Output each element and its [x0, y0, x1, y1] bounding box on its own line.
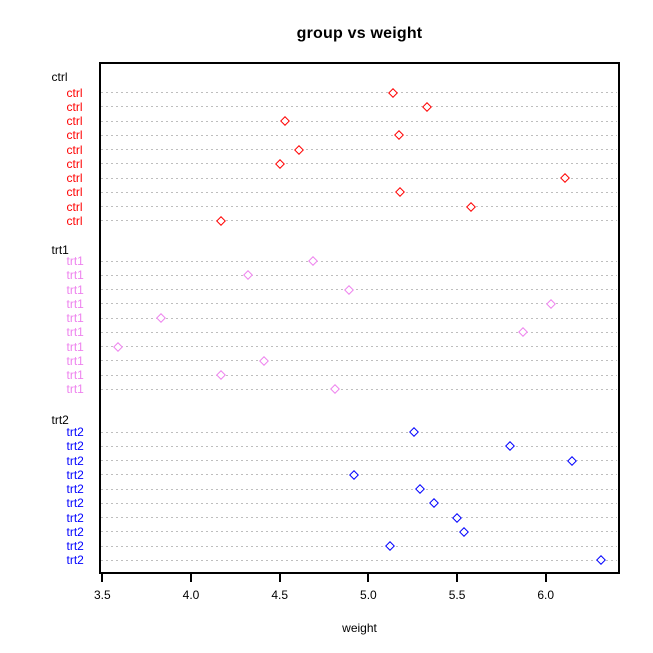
row-gridline — [101, 106, 617, 108]
row-label-trt2: trt2 — [66, 482, 84, 496]
row-gridline — [101, 531, 617, 533]
x-axis-tick — [367, 574, 370, 582]
row-gridline — [101, 431, 617, 433]
x-axis-title: weight — [342, 621, 377, 635]
row-label-ctrl: ctrl — [66, 85, 83, 100]
row-label-ctrl: ctrl — [66, 171, 83, 186]
row-gridline — [101, 303, 617, 305]
row-label-trt2: trt2 — [66, 510, 84, 525]
row-gridline — [101, 460, 617, 461]
row-label-trt2: trt2 — [66, 467, 84, 482]
row-label-trt1: trt1 — [66, 368, 84, 382]
x-axis-tick — [544, 574, 547, 582]
row-gridline — [101, 502, 617, 504]
row-gridline — [101, 120, 617, 122]
x-axis-tick — [190, 574, 192, 582]
x-axis-tick-label: 5.5 — [448, 588, 466, 602]
x-axis-tick-label: 4.5 — [271, 588, 289, 602]
row-label-trt2: trt2 — [66, 453, 84, 468]
row-label-trt1: trt1 — [66, 325, 84, 340]
row-gridline — [101, 517, 617, 518]
row-gridline — [101, 149, 617, 151]
group-label-ctrl: ctrl — [51, 70, 68, 84]
row-label-trt2: trt2 — [66, 439, 84, 454]
x-axis-tick-label: 6.0 — [537, 588, 555, 602]
row-gridline — [101, 134, 617, 136]
row-label-ctrl: ctrl — [66, 99, 83, 114]
row-gridline — [101, 559, 617, 561]
row-gridline — [101, 206, 617, 208]
row-gridline — [101, 331, 617, 333]
row-label-ctrl: ctrl — [66, 156, 83, 171]
row-gridline — [101, 317, 617, 319]
row-label-trt1: trt1 — [66, 268, 84, 283]
row-label-trt1: trt1 — [66, 339, 84, 354]
row-label-trt1: trt1 — [66, 296, 84, 311]
row-gridline — [101, 289, 617, 290]
group-label-trt2: trt2 — [51, 412, 69, 427]
row-gridline — [101, 260, 617, 262]
row-gridline — [101, 388, 617, 390]
row-gridline — [101, 92, 617, 94]
row-gridline — [101, 545, 617, 547]
x-axis-tick — [278, 574, 281, 582]
row-label-trt2: trt2 — [66, 524, 84, 539]
row-gridline — [101, 163, 617, 165]
row-label-trt1: trt1 — [66, 282, 84, 297]
row-gridline — [101, 374, 617, 376]
row-label-trt2: trt2 — [66, 425, 84, 439]
row-label-ctrl: ctrl — [66, 128, 83, 143]
row-label-ctrl: ctrl — [66, 185, 83, 200]
row-label-trt1: trt1 — [66, 353, 84, 368]
row-gridline — [101, 274, 617, 276]
row-label-trt2: trt2 — [66, 553, 84, 568]
row-label-trt1: trt1 — [66, 311, 84, 325]
row-gridline — [101, 488, 617, 490]
row-gridline — [101, 191, 617, 193]
x-axis-tick — [101, 574, 104, 582]
row-gridline — [101, 360, 617, 362]
group-label-trt1: trt1 — [51, 242, 69, 257]
row-label-trt1: trt1 — [66, 382, 84, 397]
row-gridline — [101, 445, 617, 447]
chart-title: group vs weight — [296, 25, 423, 42]
row-label-trt2: trt2 — [66, 539, 84, 553]
row-gridline — [101, 220, 617, 222]
row-label-trt2: trt2 — [66, 496, 84, 511]
row-gridline — [101, 346, 617, 347]
x-axis-tick — [456, 574, 459, 582]
row-gridline — [101, 177, 617, 179]
row-label-ctrl: ctrl — [66, 213, 83, 228]
x-axis-tick-label: 3.5 — [93, 588, 111, 602]
row-label-ctrl: ctrl — [66, 114, 83, 129]
row-label-ctrl: ctrl — [66, 199, 83, 214]
row-label-trt1: trt1 — [66, 254, 84, 268]
x-axis-tick-label: 4.0 — [182, 588, 200, 602]
x-axis-tick-label: 5.0 — [360, 588, 377, 602]
row-label-ctrl: ctrl — [66, 142, 83, 157]
